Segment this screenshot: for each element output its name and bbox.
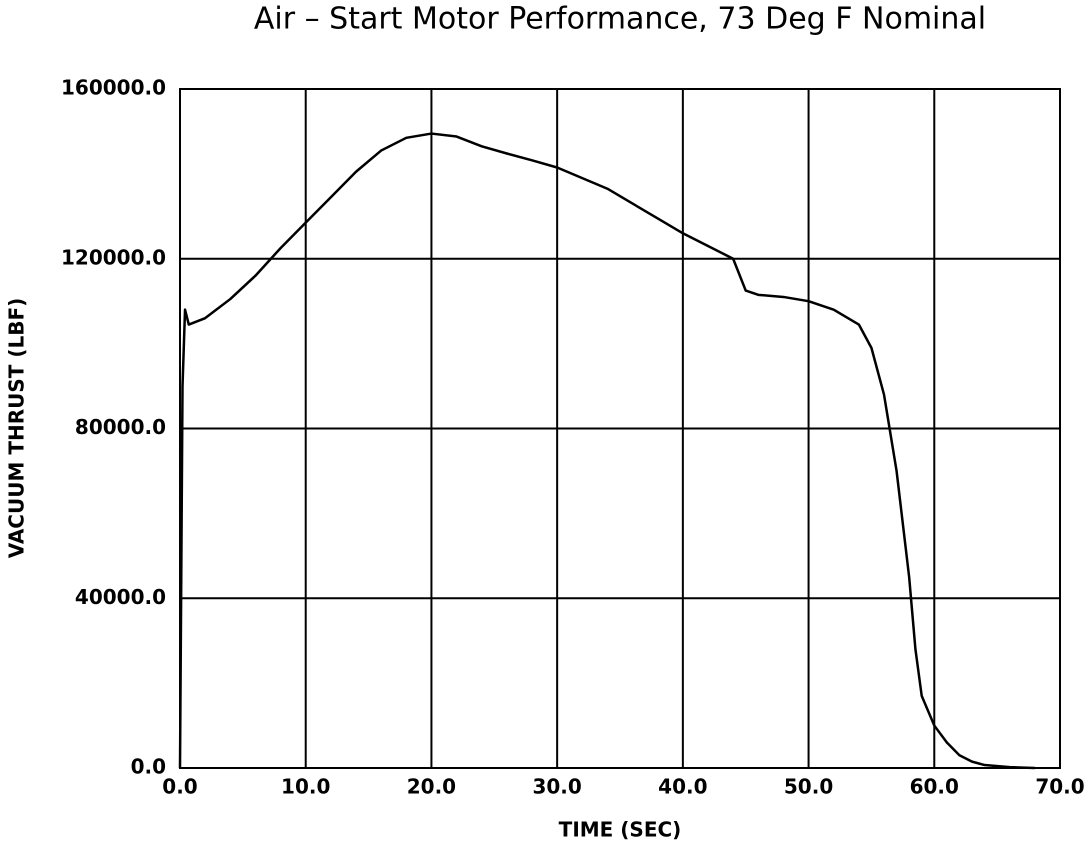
- x-tick-label: 30.0: [532, 775, 581, 799]
- x-tick-label: 0.0: [162, 775, 197, 799]
- x-tick-label: 10.0: [281, 775, 330, 799]
- data-line: [178, 132, 1035, 770]
- y-tick-label: 40000.0: [75, 585, 166, 609]
- y-axis-label: VACUUM THRUST (LBF): [5, 298, 29, 559]
- y-tick-label: 0.0: [131, 755, 166, 779]
- x-axis-label: TIME (SEC): [559, 818, 682, 842]
- y-tick-label: 120000.0: [61, 245, 166, 269]
- x-tick-label: 40.0: [658, 775, 707, 799]
- x-tick-label: 20.0: [407, 775, 456, 799]
- chart-title: Air – Start Motor Performance, 73 Deg F …: [254, 2, 986, 37]
- x-tick-label: 60.0: [910, 775, 959, 799]
- x-tick-label: 50.0: [784, 775, 833, 799]
- plot-frame: [179, 88, 1061, 769]
- x-tick-label: 70.0: [1035, 775, 1084, 799]
- y-tick-label: 80000.0: [75, 415, 166, 439]
- y-tick-label: 160000.0: [61, 76, 166, 100]
